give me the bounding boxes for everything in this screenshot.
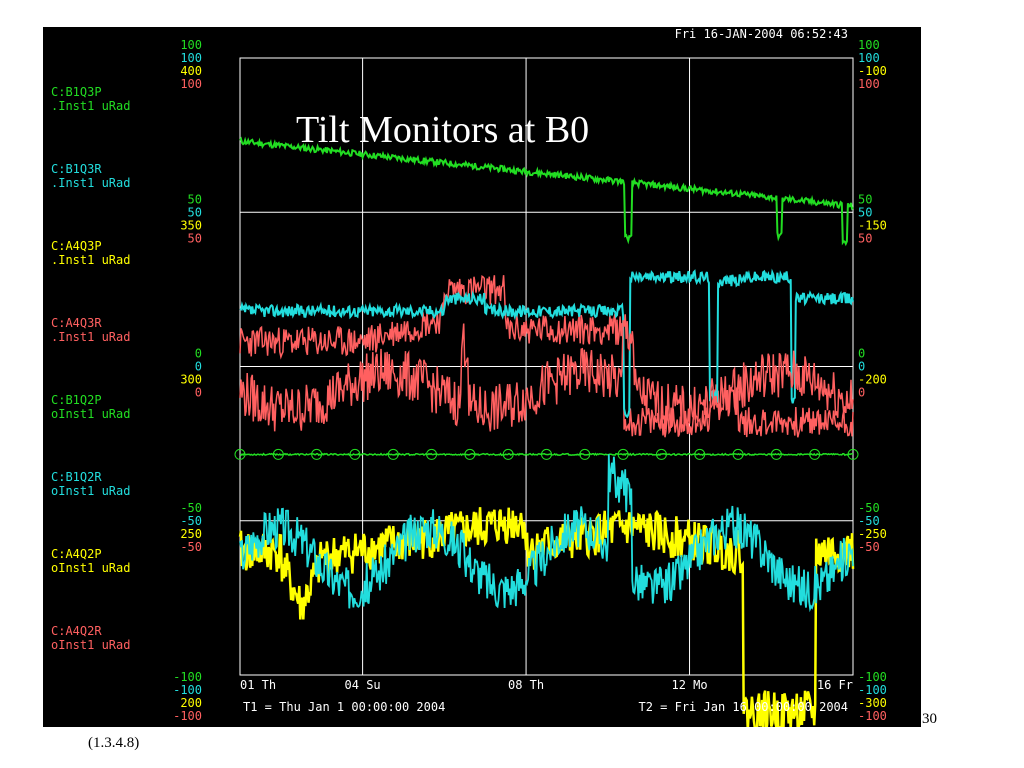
left-tick-1-2: 350	[180, 218, 202, 232]
x-tick-2: 08 Th	[508, 678, 544, 692]
left-tick-4-2: 200	[180, 696, 202, 710]
left-tick-3-3: -50	[180, 540, 202, 554]
right-tick-4-0: -100	[858, 670, 887, 684]
timestamp-label: Fri 16-JAN-2004 06:52:43	[675, 27, 848, 41]
series-name-6: C:A4Q2P	[51, 547, 102, 561]
series-name-0: C:B1Q3P	[51, 85, 102, 99]
page-number: 30	[922, 711, 937, 727]
t2-label: T2 = Fri Jan 16 00:00:00 2004	[638, 700, 848, 714]
right-tick-2-0: 0	[858, 347, 865, 361]
right-tick-2-1: 0	[858, 360, 865, 374]
series-unit-6: oInst1 uRad	[51, 561, 130, 575]
right-tick-4-2: -300	[858, 696, 887, 710]
left-tick-0-2: 400	[180, 64, 202, 78]
series-name-4: C:B1Q2P	[51, 393, 102, 407]
slide-reference: (1.3.4.8)	[88, 735, 140, 751]
right-tick-3-0: -50	[858, 501, 880, 515]
left-tick-4-0: -100	[173, 670, 202, 684]
trace-red-upper	[239, 275, 854, 438]
plot-markers	[234, 448, 859, 460]
series-unit-3: .Inst1 uRad	[51, 330, 130, 344]
marker-green-8	[541, 448, 552, 460]
left-tick-0-0: 100	[180, 38, 202, 52]
series-name-3: C:A4Q3R	[51, 316, 102, 330]
series-unit-4: oInst1 uRad	[51, 407, 130, 421]
marker-green-1	[272, 448, 284, 460]
left-tick-4-1: -100	[173, 683, 202, 697]
marker-green-3	[349, 448, 361, 460]
series-unit-2: .Inst1 uRad	[51, 253, 130, 267]
left-tick-1-0: 50	[188, 192, 202, 206]
marker-green-2	[311, 448, 323, 460]
left-tick-3-0: -50	[180, 501, 202, 515]
right-tick-1-3: 50	[858, 231, 872, 245]
marker-green-7	[502, 448, 514, 460]
series-name-7: C:A4Q2R	[51, 624, 102, 638]
trace-cyan-lower	[239, 454, 854, 613]
x-tick-0: 01 Th	[240, 678, 276, 692]
series-unit-0: .Inst1 uRad	[51, 99, 130, 113]
left-tick-3-1: -50	[180, 514, 202, 528]
series-name-2: C:A4Q3P	[51, 239, 102, 253]
series-unit-5: oInst1 uRad	[51, 484, 130, 498]
right-tick-3-2: -250	[858, 527, 887, 541]
marker-green-6	[464, 448, 476, 460]
marker-green-15	[809, 448, 821, 460]
series-unit-7: oInst1 uRad	[51, 638, 130, 652]
plot-labels: Fri 16-JAN-2004 06:52:431001004001001001…	[51, 27, 887, 723]
right-tick-0-3: 100	[858, 77, 880, 91]
left-tick-0-1: 100	[180, 51, 202, 65]
series-name-5: C:B1Q2R	[51, 470, 102, 484]
trace-red-lower	[239, 314, 854, 433]
trace-green-lower	[239, 452, 854, 457]
series-name-1: C:B1Q3R	[51, 162, 102, 176]
right-tick-1-0: 50	[858, 192, 872, 206]
trace-yellow-lower	[238, 507, 855, 737]
marker-green-10	[617, 448, 629, 460]
right-tick-2-3: 0	[858, 386, 865, 400]
right-tick-0-2: -100	[858, 64, 887, 78]
left-tick-2-1: 0	[195, 360, 202, 374]
marker-green-11	[655, 448, 667, 460]
right-tick-2-2: -200	[858, 373, 887, 387]
left-tick-1-3: 50	[188, 231, 202, 245]
left-tick-1-1: 50	[188, 205, 202, 219]
slide-title: Tilt Monitors at B0	[296, 109, 590, 151]
marker-green-13	[732, 448, 744, 460]
tilt-monitor-screen: Fri 16-JAN-2004 06:52:43 100 100 400 100 100 1…	[43, 27, 921, 737]
marker-green-4	[387, 448, 399, 460]
marker-green-14	[770, 448, 782, 460]
trace-green-upper	[239, 136, 854, 247]
plot-traces	[238, 136, 855, 737]
series-unit-1: .Inst1 uRad	[51, 176, 130, 190]
tilt-chart: Fri 16-JAN-2004 06:52:431001004001001001…	[51, 27, 887, 737]
right-tick-1-1: 50	[858, 205, 872, 219]
t1-label: T1 = Thu Jan 1 00:00:00 2004	[243, 700, 445, 714]
marker-green-0	[234, 448, 246, 460]
trace-cyan-upper	[239, 268, 854, 419]
right-tick-4-1: -100	[858, 683, 887, 697]
x-tick-4: 16 Fr	[817, 678, 853, 692]
left-tick-4-3: -100	[173, 709, 202, 723]
right-tick-0-0: 100	[858, 38, 880, 52]
marker-green-12	[694, 448, 706, 460]
left-tick-3-2: 250	[180, 527, 202, 541]
left-tick-2-0: 0	[195, 347, 202, 361]
right-tick-3-3: -50	[858, 540, 880, 554]
marker-green-16	[847, 448, 859, 460]
right-tick-3-1: -50	[858, 514, 880, 528]
left-tick-2-2: 300	[180, 373, 202, 387]
x-tick-1: 04 Su	[345, 678, 381, 692]
left-tick-2-3: 0	[195, 386, 202, 400]
marker-green-9	[579, 448, 591, 460]
left-tick-0-3: 100	[180, 77, 202, 91]
marker-green-5	[426, 448, 438, 460]
right-tick-1-2: -150	[858, 218, 887, 232]
x-tick-3: 12 Mo	[671, 678, 707, 692]
right-tick-4-3: -100	[858, 709, 887, 723]
right-tick-0-1: 100	[858, 51, 880, 65]
